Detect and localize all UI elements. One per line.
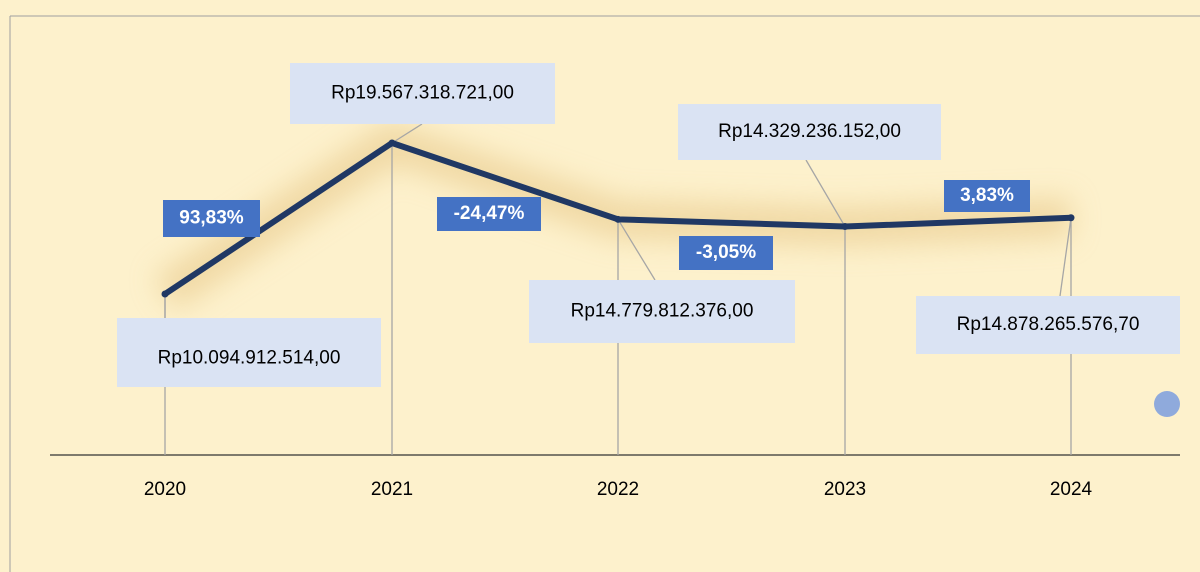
change-label: -24,47% (454, 203, 525, 224)
label-box (916, 296, 1180, 354)
point (1067, 214, 1075, 222)
x-tick-label: 2022 (597, 479, 639, 500)
x-tick-label: 2024 (1050, 479, 1093, 500)
point (388, 139, 396, 147)
change-label: 93,83% (179, 208, 244, 229)
data-label: Rp14.329.236.152,00 (718, 121, 901, 142)
leader-line (805, 159, 846, 227)
change-label: -3,05% (696, 242, 756, 263)
leader-line (617, 218, 656, 281)
change-label: 3,83% (960, 185, 1014, 206)
label-box (290, 63, 555, 124)
label-box (678, 104, 941, 160)
x-tick-label: 2021 (371, 479, 413, 500)
point (841, 223, 849, 231)
x-tick-label: 2020 (144, 479, 186, 500)
label-box (117, 318, 381, 387)
x-tick-label: 2023 (824, 479, 866, 500)
data-label: Rp14.878.265.576,70 (957, 314, 1140, 335)
point (614, 215, 622, 223)
change-box (944, 180, 1030, 212)
leader-line (1059, 217, 1072, 297)
data-label: Rp10.094.912.514,00 (158, 348, 341, 369)
change-box (437, 197, 541, 231)
decor-dot (1154, 391, 1180, 417)
data-label: Rp14.779.812.376,00 (571, 301, 754, 322)
leader-line (391, 123, 423, 144)
label-box (529, 280, 795, 343)
change-box (163, 200, 260, 237)
point (161, 290, 169, 298)
data-label: Rp19.567.318.721,00 (331, 83, 514, 104)
change-box (679, 236, 773, 270)
